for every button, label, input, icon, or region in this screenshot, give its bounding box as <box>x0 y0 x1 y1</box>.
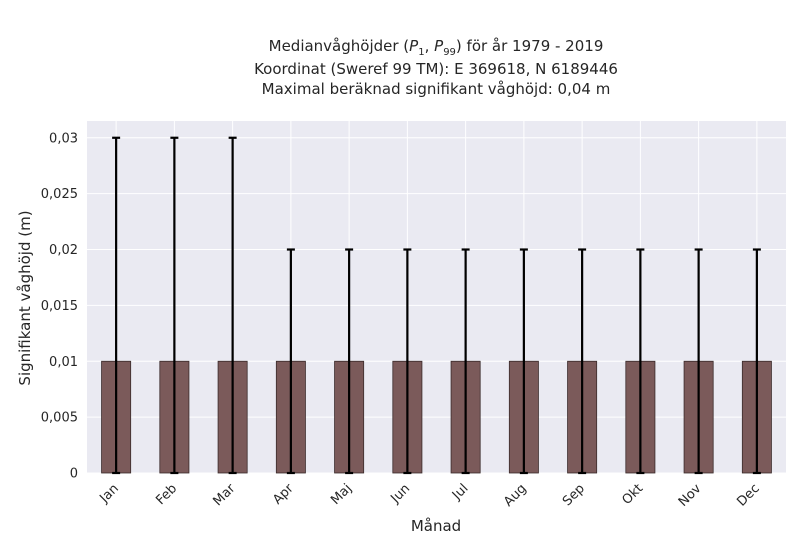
x-tick-label-apr: Apr <box>270 481 297 508</box>
error-bars <box>112 136 761 475</box>
y-tick-labels: 0 0,005 0,01 0,015 0,02 0,025 0,03 <box>41 131 78 481</box>
error-bar-mar <box>228 136 237 475</box>
x-tick-label-okt: Okt <box>619 481 646 508</box>
chart-title-line-3: Maximal beräknad signifikant våghöjd: 0,… <box>262 80 611 98</box>
x-tick-label-jun: Jun <box>388 481 414 507</box>
y-tick-label: 0,02 <box>49 243 78 258</box>
y-tick-label: 0,03 <box>49 131 78 146</box>
x-tick-label-mar: Mar <box>211 481 239 509</box>
error-bar-aug <box>519 248 528 475</box>
x-tick-label-feb: Feb <box>153 481 180 508</box>
x-tick-label-maj: Maj <box>328 481 355 508</box>
y-tick-label: 0 <box>70 467 78 482</box>
error-bar-apr <box>286 248 295 475</box>
x-tick-label-dec: Dec <box>734 481 762 509</box>
x-tick-labels: Jan Feb Mar Apr Maj Jun Jul Aug Sep Okt Nov Dec <box>96 481 762 510</box>
error-bar-dec <box>752 248 761 475</box>
chart-title-line-2: Koordinat (Sweref 99 TM): E 369618, N 61… <box>254 60 618 78</box>
x-axis-label: Månad <box>411 517 461 535</box>
x-tick-label-jul: Jul <box>449 481 471 503</box>
error-bar-jul <box>461 248 470 475</box>
y-tick-label: 0,025 <box>41 187 78 202</box>
error-bar-jun <box>403 248 412 475</box>
x-tick-label-nov: Nov <box>676 481 705 510</box>
error-bar-nov <box>694 248 703 475</box>
error-bar-feb <box>170 136 179 475</box>
error-bar-jan <box>112 136 121 475</box>
y-axis-label: Signifikant våghöjd (m) <box>16 210 34 385</box>
y-tick-label: 0,01 <box>49 355 78 370</box>
chart-title-line-1: Medianvåghöjder (P1, P99) för år 1979 - … <box>269 37 604 58</box>
y-tick-label: 0,015 <box>41 299 78 314</box>
x-tick-label-sep: Sep <box>560 481 588 509</box>
x-tick-label-jan: Jan <box>96 481 121 506</box>
error-bar-okt <box>636 248 645 475</box>
y-tick-label: 0,005 <box>41 411 78 426</box>
error-bar-maj <box>345 248 354 475</box>
plot-area <box>87 121 786 473</box>
chart-title: Medianvåghöjder (P1, P99) för år 1979 - … <box>254 37 618 98</box>
x-tick-label-aug: Aug <box>501 481 530 510</box>
error-bar-sep <box>578 248 587 475</box>
